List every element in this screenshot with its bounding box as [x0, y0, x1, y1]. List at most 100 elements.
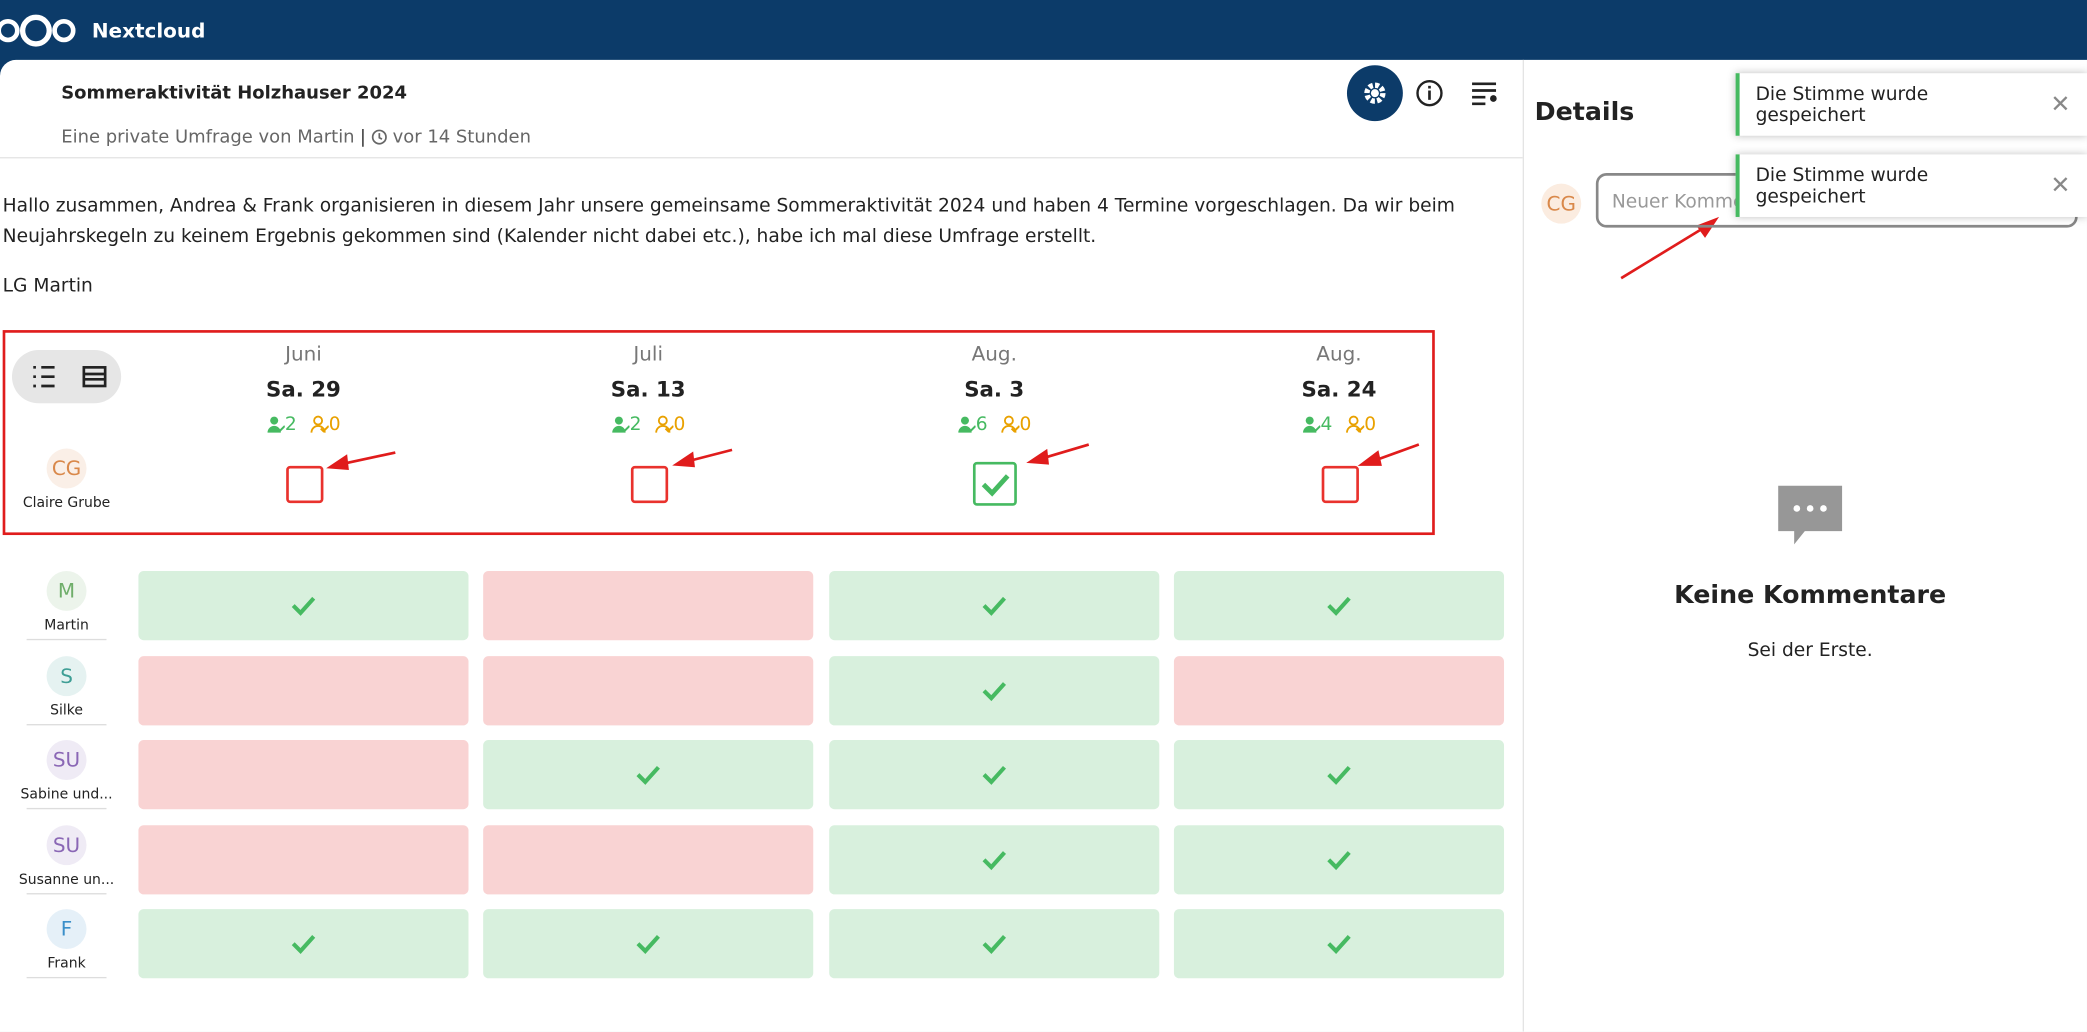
count: 4	[1320, 413, 1333, 436]
row-divider	[26, 976, 107, 979]
avatar: CG	[46, 448, 87, 489]
maybe-count: 0	[655, 413, 686, 436]
vote-cell	[138, 740, 469, 810]
main: Sommeraktivität Holzhauser 2024 Eine pri…	[0, 59, 2087, 1032]
vote-cell	[483, 570, 814, 641]
user-name: Martin	[44, 617, 89, 634]
vote-checkbox[interactable]	[630, 465, 669, 504]
vote-cell	[138, 570, 469, 641]
vote-cell	[1173, 824, 1505, 894]
toast-close[interactable]: ✕	[2050, 171, 2071, 200]
empty-text: Sei der Erste.	[1747, 640, 1873, 662]
count: 6	[975, 413, 988, 436]
vote-cell	[483, 655, 814, 725]
maybe-count: 0	[1346, 413, 1377, 436]
sidebar-toggle[interactable]	[1471, 80, 1500, 107]
count: 2	[629, 413, 642, 436]
vote-cell	[829, 740, 1160, 810]
vote-checkbox[interactable]	[1321, 465, 1359, 504]
divider	[0, 157, 1523, 159]
settings-button[interactable]	[1346, 65, 1403, 122]
toast-close[interactable]: ✕	[2050, 90, 2071, 119]
avatar: F	[46, 909, 87, 949]
option-month: Aug.	[1316, 342, 1362, 367]
description: Hallo zusammen, Andrea & Frank organisie…	[3, 192, 1514, 302]
subtitle: Eine private Umfrage von Martin	[61, 126, 355, 148]
avatar: CG	[1541, 183, 1582, 224]
option-month: Juni	[285, 342, 322, 367]
row-divider	[26, 723, 107, 725]
toast-text: Die Stimme wurde gespeichert	[1755, 164, 1929, 207]
toast: Die Stimme wurde gespeichert ✕	[1735, 73, 2087, 136]
avatar: S	[46, 655, 87, 696]
user-name: Sabine und...	[20, 786, 113, 803]
vote-cell	[483, 909, 814, 979]
empty-title: Keine Kommentare	[1674, 580, 1947, 610]
vote-checkbox[interactable]	[286, 465, 324, 504]
yes-count: 2	[611, 414, 642, 435]
vote-cell	[829, 655, 1160, 725]
option-month: Juli	[633, 342, 663, 367]
option-day: Sa. 3	[964, 376, 1025, 402]
age: vor 14 Stunden	[392, 126, 531, 148]
poll-meta: Eine private Umfrage von Martin | vor 14 …	[61, 126, 531, 148]
maybe-count: 0	[1001, 413, 1032, 436]
option-month: Aug.	[971, 342, 1017, 367]
clock-icon	[371, 129, 387, 145]
option-day: Sa. 13	[610, 376, 686, 402]
poll-title: Sommeraktivität Holzhauser 2024	[61, 82, 407, 104]
vote-cell	[829, 824, 1160, 894]
vote-cell	[138, 909, 469, 979]
vote-cell	[1173, 909, 1505, 979]
vote-cell	[138, 824, 469, 894]
vote-cell	[829, 909, 1160, 979]
user-name: Silke	[50, 702, 83, 719]
toast-text: Die Stimme wurde gespeichert	[1755, 83, 1929, 126]
paragraph: Hallo zusammen, Andrea & Frank organisie…	[2, 195, 1455, 248]
vote-cell	[1173, 570, 1505, 641]
user-name: Claire Grube	[22, 495, 111, 512]
user-name: Frank	[47, 955, 86, 972]
logo	[0, 14, 76, 47]
vote-checkbox[interactable]	[972, 461, 1017, 506]
row-divider	[26, 638, 107, 641]
vote-cell	[1173, 740, 1505, 810]
vote-cell	[138, 655, 469, 725]
maybe-count: 0	[310, 414, 341, 435]
count: 0	[673, 413, 686, 436]
vote-cell	[483, 824, 814, 894]
brand[interactable]: Nextcloud	[91, 18, 206, 43]
sidebar-title: Details	[1534, 97, 1635, 127]
info-button[interactable]	[1415, 79, 1444, 108]
yes-count: 4	[1302, 413, 1333, 436]
view-toggle[interactable]	[11, 350, 122, 404]
count: 0	[1019, 413, 1032, 436]
option-day: Sa. 24	[1301, 376, 1377, 402]
yes-count: 2	[266, 414, 297, 435]
option-day: Sa. 29	[266, 376, 341, 402]
row-divider	[26, 807, 107, 810]
vote-cell	[483, 740, 814, 810]
sidebar-border	[1522, 59, 1524, 1032]
avatar: M	[46, 570, 87, 611]
row-divider	[26, 892, 107, 894]
avatar: SU	[46, 824, 87, 865]
paragraph: LG Martin	[2, 275, 93, 297]
count: 0	[328, 413, 341, 436]
vote-cell	[1173, 655, 1505, 725]
vote-grid: Juni Sa. 29 2 0 Juli Sa. 13 2 0 Aug. Sa. 3 6 0 Aug. S…	[0, 60, 1523, 1032]
toast: Die Stimme wurde gespeichert ✕	[1735, 154, 2087, 217]
highlight-box	[2, 330, 1435, 536]
count: 0	[1364, 413, 1377, 436]
vote-cell	[829, 570, 1160, 641]
user-name: Susanne un...	[18, 871, 115, 888]
avatar: SU	[46, 740, 87, 780]
comment-icon	[1778, 485, 1843, 545]
annotations	[326, 216, 1720, 470]
